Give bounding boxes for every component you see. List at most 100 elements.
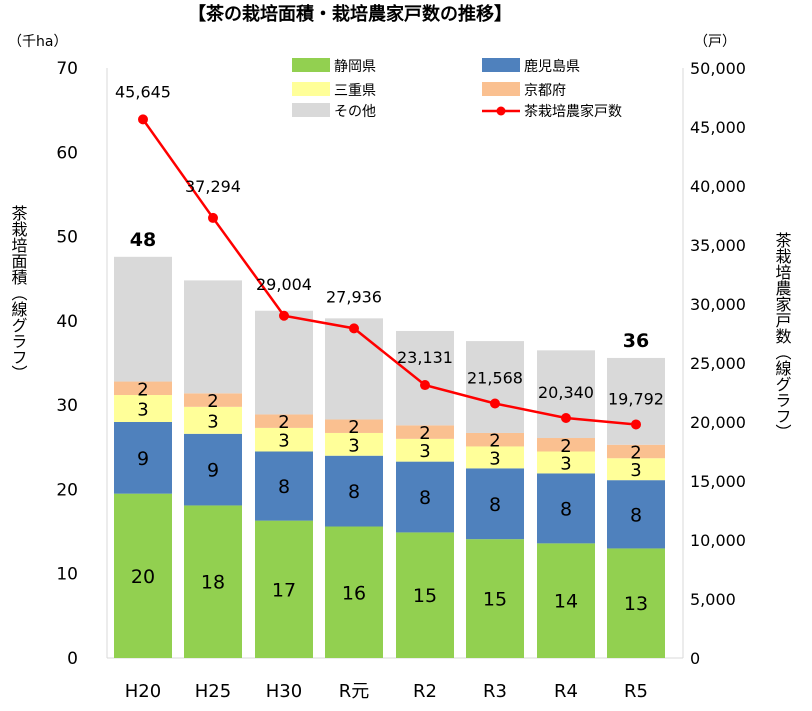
- bar-segment: [114, 422, 172, 494]
- total-label: 36: [623, 330, 649, 352]
- bar-segment: [537, 543, 595, 658]
- legend-label: その他: [334, 104, 376, 120]
- segment-label: 3: [630, 460, 641, 481]
- stacked-bars: [114, 256, 665, 658]
- bar-segment: [466, 341, 524, 433]
- x-tick-label: R5: [624, 681, 648, 702]
- segment-label: 17: [272, 579, 296, 601]
- segment-label: 8: [348, 481, 360, 503]
- households-point: [490, 398, 500, 409]
- households-point: [561, 412, 571, 423]
- households-line-path: [141, 118, 637, 426]
- legend-swatch: [292, 82, 330, 96]
- households-line: 45,645 37,294 29,004 27,936 23,131 21,568 20,3…: [115, 82, 664, 430]
- bar-segment: [255, 310, 313, 415]
- right-tick-label: 50,000: [690, 59, 746, 78]
- right-axis-ticks: 0 5,000 10,000 15,000 20,000 25,000 30,000 35,0…: [690, 59, 746, 668]
- left-axis-ticks: 0 10 20 30 40 50 60 70: [56, 59, 78, 669]
- bar-segment: [114, 493, 172, 658]
- left-tick-label: 10: [56, 565, 78, 585]
- bar-segment: [325, 455, 383, 527]
- households-label: 23,131: [397, 348, 453, 367]
- left-tick-label: 30: [56, 396, 78, 416]
- bar-segment: [325, 526, 383, 658]
- bar-segment: [607, 444, 665, 459]
- legend-label: 鹿児島県: [524, 58, 580, 75]
- bar-segment: [184, 433, 242, 506]
- right-tick-label: 35,000: [690, 236, 746, 255]
- right-tick-label: 0: [690, 649, 700, 668]
- bar-segment: [184, 280, 242, 394]
- households-label: 21,568: [467, 368, 523, 387]
- bar-segment: [607, 480, 665, 549]
- right-tick-label: 40,000: [690, 177, 746, 196]
- left-tick-label: 20: [56, 480, 78, 500]
- x-tick-label: H25: [195, 681, 231, 702]
- legend-label: 静岡県: [334, 59, 376, 75]
- bar-segment: [537, 438, 595, 452]
- segment-label: 18: [201, 572, 225, 594]
- bar-segment: [255, 451, 313, 521]
- households-label: 45,645: [115, 82, 171, 101]
- bar-segment: [466, 446, 524, 469]
- segment-label: 14: [554, 591, 578, 613]
- x-tick-label: R4: [554, 681, 578, 702]
- bar-segment: [537, 473, 595, 544]
- segment-label: 2: [489, 431, 500, 452]
- segment-label: 3: [137, 400, 148, 421]
- segment-label: 8: [419, 487, 431, 509]
- bar-segment: [537, 350, 595, 439]
- segment-label: 9: [207, 460, 219, 482]
- households-label: 19,792: [608, 389, 664, 408]
- legend-line-marker: [496, 106, 506, 116]
- bar-segment: [396, 461, 454, 533]
- legend-swatch: [482, 58, 520, 72]
- bar-segment: [184, 505, 242, 658]
- bar-segment: [396, 425, 454, 439]
- households-point: [631, 419, 641, 430]
- segment-label: 8: [560, 498, 572, 520]
- bar-segment: [396, 438, 454, 462]
- households-point: [208, 212, 218, 223]
- segment-label: 3: [560, 453, 571, 474]
- segment-label: 2: [137, 379, 148, 400]
- bar-segment: [255, 414, 313, 428]
- households-label: 29,004: [256, 275, 312, 294]
- bar-segment: [184, 406, 242, 434]
- x-tick-label: H30: [266, 681, 302, 702]
- left-unit-label: （千ha）: [8, 34, 67, 50]
- bar-segment: [396, 532, 454, 658]
- bar-segment: [607, 357, 665, 445]
- total-label: 48: [130, 229, 156, 251]
- x-axis-labels: H20 H25 H30 R元 R2 R3 R4 R5: [125, 681, 648, 702]
- segment-label: 8: [489, 494, 501, 516]
- bar-segment: [325, 432, 383, 456]
- bar-segment: [607, 458, 665, 481]
- x-tick-label: R3: [483, 681, 507, 702]
- bar-segment: [255, 427, 313, 452]
- bar-segment: [607, 548, 665, 658]
- segment-label: 20: [131, 566, 155, 588]
- right-tick-label: 10,000: [690, 531, 746, 550]
- left-tick-label: 60: [56, 143, 78, 163]
- bar-segment: [325, 318, 383, 420]
- left-tick-label: 70: [56, 59, 78, 79]
- bar-segment: [114, 395, 172, 422]
- households-point: [349, 323, 359, 334]
- segment-label: 3: [419, 441, 430, 462]
- right-tick-label: 5,000: [690, 590, 736, 609]
- bar-segment: [466, 432, 524, 447]
- households-label: 27,936: [326, 287, 382, 306]
- right-tick-label: 20,000: [690, 413, 746, 432]
- left-tick-label: 40: [56, 312, 78, 332]
- legend-label: 京都府: [524, 83, 566, 99]
- segment-label: 16: [342, 582, 366, 604]
- segment-label: 3: [207, 411, 218, 432]
- bar-segment: [114, 256, 172, 382]
- x-tick-label: R元: [339, 681, 370, 702]
- households-label: 20,340: [538, 383, 594, 402]
- bar-segment: [537, 451, 595, 474]
- segment-label: 3: [348, 435, 359, 456]
